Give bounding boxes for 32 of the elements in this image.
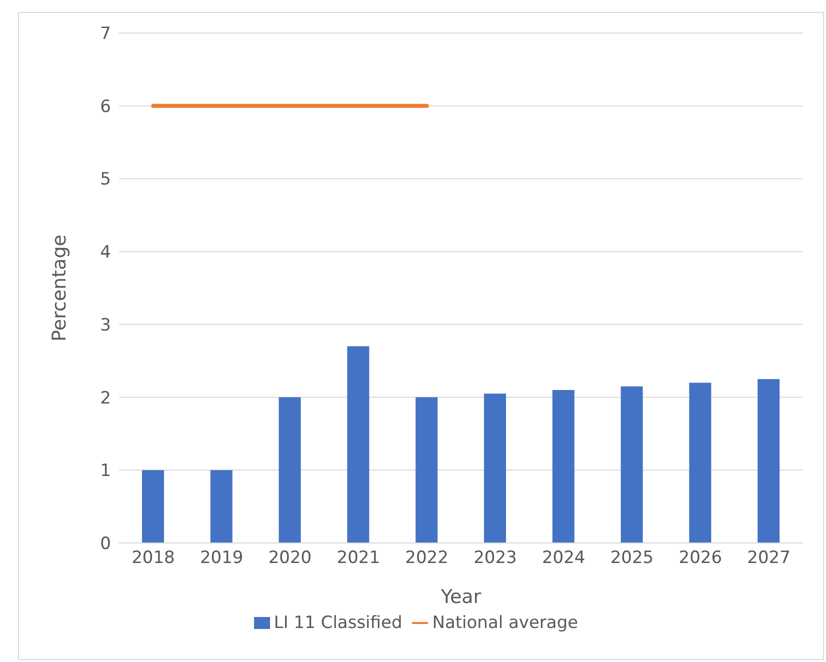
x-tick-label: 2020 <box>268 548 312 568</box>
x-tick-label: 2018 <box>132 548 175 568</box>
bar <box>620 386 643 543</box>
x-tick-label: 2021 <box>336 548 380 568</box>
bar <box>758 379 780 543</box>
x-tick-label: 2022 <box>405 548 448 568</box>
bar <box>416 397 438 543</box>
bar <box>552 390 574 543</box>
legend-label: LI 11 Classified <box>274 613 402 633</box>
bar <box>347 346 370 543</box>
bar <box>278 397 301 543</box>
y-tick-label: 6 <box>100 96 111 117</box>
y-tick-label: 0 <box>100 534 111 554</box>
x-tick-label: 2026 <box>678 548 722 568</box>
x-tick-label: 2024 <box>542 548 586 568</box>
y-tick-label: 2 <box>100 388 111 408</box>
y-axis-title: Percentage <box>48 234 71 342</box>
x-tick-label: 2019 <box>200 548 244 568</box>
y-tick-label: 5 <box>100 170 111 190</box>
bar <box>210 470 232 543</box>
y-tick-label: 7 <box>100 24 111 44</box>
bar <box>142 470 164 543</box>
y-tick-label: 4 <box>100 242 111 263</box>
y-tick-label: 3 <box>100 315 111 336</box>
x-tick-label: 2027 <box>747 548 790 568</box>
x-axis-title: Year <box>440 586 482 608</box>
bar <box>484 394 506 543</box>
y-tick-label: 1 <box>100 461 111 482</box>
legend-label: National average <box>432 613 578 633</box>
bar <box>689 382 712 543</box>
x-tick-label: 2025 <box>610 548 654 568</box>
x-tick-label: 2023 <box>474 548 517 568</box>
